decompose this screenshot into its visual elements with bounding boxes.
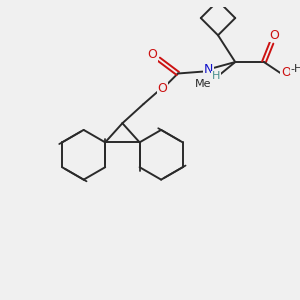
Text: O: O: [158, 82, 167, 95]
Text: -H: -H: [290, 64, 300, 74]
Text: Me: Me: [194, 79, 211, 89]
Text: O: O: [269, 29, 279, 42]
Text: N: N: [204, 63, 213, 76]
Text: O: O: [147, 48, 157, 61]
Text: O: O: [281, 66, 291, 79]
Text: H: H: [212, 71, 220, 81]
